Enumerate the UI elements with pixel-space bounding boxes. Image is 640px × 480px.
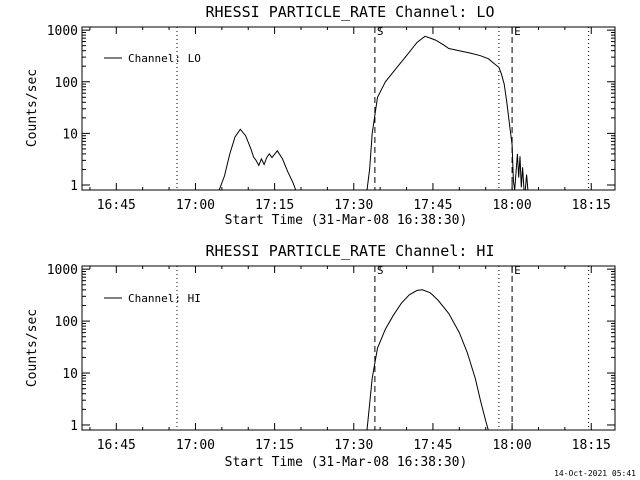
panel-hi-title: RHESSI PARTICLE_RATE Channel: HI	[206, 242, 495, 260]
generated-timestamp: 14-Oct-2021 05:41	[554, 469, 636, 478]
y-tick-label-hi: 1	[70, 419, 78, 434]
panel-hi-legend: Channel: HI	[104, 292, 201, 305]
x-tick-label-lo: 17:15	[255, 198, 294, 213]
marker-label-hi: S	[377, 264, 384, 277]
series-line-lo	[514, 153, 525, 190]
legend-label-lo: Channel: LO	[128, 52, 201, 65]
x-tick-label-lo: 17:00	[176, 198, 215, 213]
x-tick-label-hi: 17:30	[334, 438, 373, 453]
y-tick-label-hi: 10	[62, 367, 78, 382]
panel-lo-legend: Channel: LO	[104, 52, 201, 65]
x-tick-label-lo: 17:45	[413, 198, 452, 213]
marker-label-lo: S	[377, 25, 384, 38]
y-tick-label-hi: 1000	[47, 263, 78, 278]
panel-hi-xlabel: Start Time (31-Mar-08 16:38:30)	[225, 455, 468, 470]
y-tick-label-lo: 1	[70, 179, 78, 194]
panel-lo-title: RHESSI PARTICLE_RATE Channel: LO	[206, 3, 495, 21]
marker-label-lo: E	[514, 25, 521, 38]
x-tick-label-lo: 18:15	[572, 198, 611, 213]
y-tick-label-lo: 1000	[47, 24, 78, 39]
x-tick-label-hi: 17:00	[176, 438, 215, 453]
x-tick-label-hi: 17:15	[255, 438, 294, 453]
series-line-lo	[218, 128, 297, 190]
x-tick-label-hi: 17:45	[413, 438, 452, 453]
marker-label-hi: E	[514, 264, 521, 277]
series-line-lo	[524, 174, 529, 190]
legend-label-hi: Channel: HI	[128, 292, 201, 305]
x-tick-label-hi: 18:15	[572, 438, 611, 453]
x-tick-label-lo: 17:30	[334, 198, 373, 213]
x-tick-label-lo: 18:00	[493, 198, 532, 213]
panel-lo-xlabel: Start Time (31-Mar-08 16:38:30)	[225, 213, 468, 228]
y-tick-label-lo: 100	[55, 76, 78, 91]
panel-lo: RHESSI PARTICLE_RATE Channel: LO S E 16:4…	[25, 3, 616, 228]
plot-frame-hi	[81, 265, 616, 431]
panel-lo-ylabel: Counts/sec	[25, 69, 40, 147]
x-tick-label-lo: 16:45	[97, 198, 136, 213]
series-line-lo	[366, 35, 516, 190]
series-line-hi	[366, 289, 489, 430]
panel-hi: RHESSI PARTICLE_RATE Channel: HI S E 16:4…	[25, 242, 616, 470]
panel-hi-ylabel: Counts/sec	[25, 309, 40, 387]
y-tick-label-hi: 100	[55, 315, 78, 330]
x-tick-label-hi: 16:45	[97, 438, 136, 453]
y-tick-label-lo: 10	[62, 127, 78, 142]
x-tick-label-hi: 18:00	[493, 438, 532, 453]
